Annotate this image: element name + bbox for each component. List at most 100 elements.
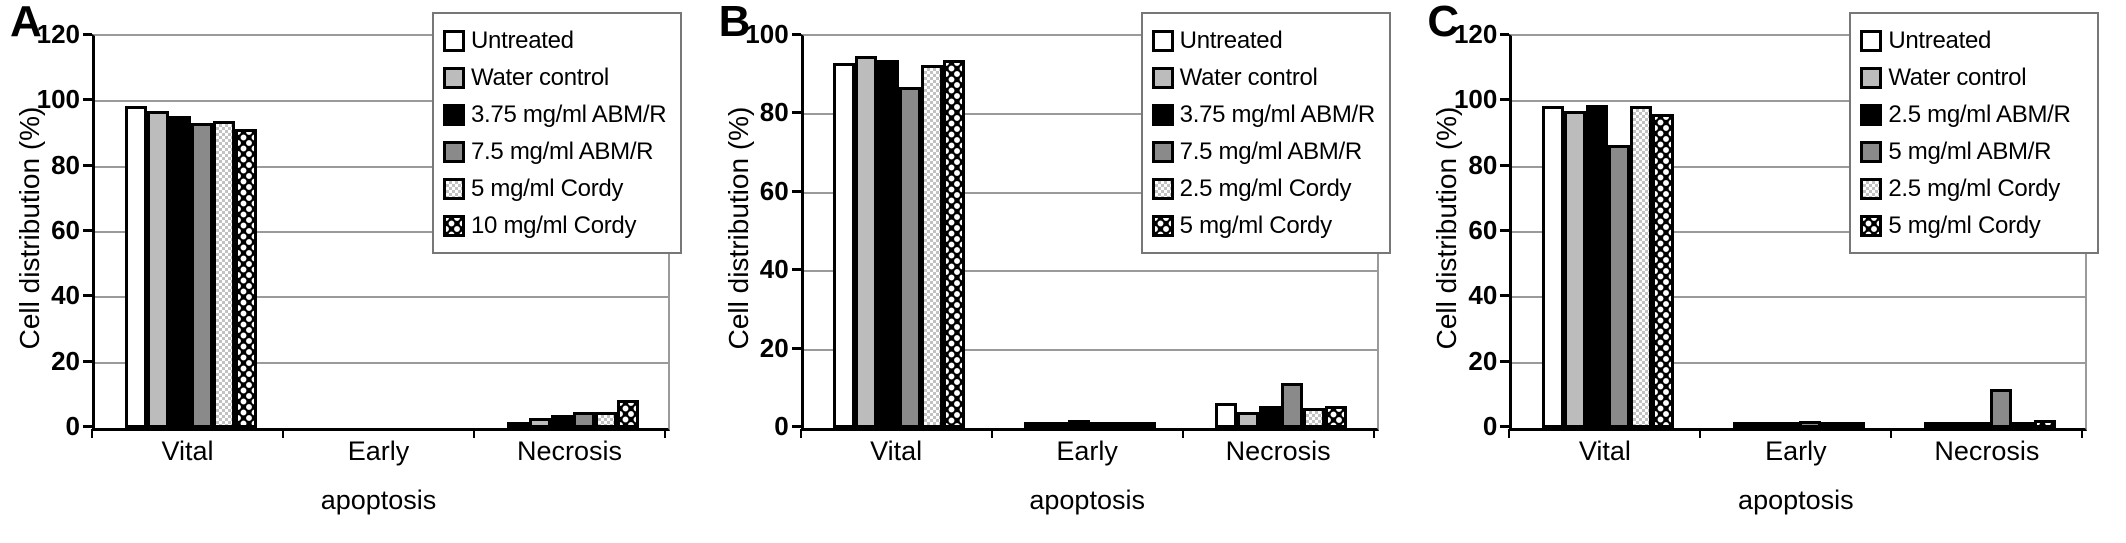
bar-necrosis-series-3 (1281, 382, 1304, 428)
legend-label: Water control (1888, 63, 2027, 91)
bar-necrosis-series-5 (2033, 419, 2056, 428)
bar-necrosis-series-3 (572, 411, 595, 428)
x-category-label: Necrosis (1225, 436, 1331, 466)
x-tick-mark (990, 429, 993, 438)
y-tick-mark (83, 98, 92, 102)
x-tick-mark (2081, 429, 2084, 438)
y-tick-label: 40 (759, 254, 789, 285)
bar-vital-series-3 (899, 86, 922, 428)
legend-item: Untreated (1860, 22, 2093, 59)
legend-item: 5 mg/ml Cordy (443, 170, 676, 207)
bar-vital-series-1 (855, 55, 878, 428)
bar-vital-series-2 (168, 116, 191, 428)
legend-swatch (1860, 29, 1883, 52)
gridline (1512, 100, 2086, 103)
panel-letter: A (10, 0, 42, 46)
y-tick-mark (1500, 163, 1510, 167)
legend-item: 7.5 mg/ml ABM/R (1151, 133, 1385, 170)
y-tick-mark (83, 163, 92, 167)
y-tick-mark (1500, 229, 1510, 232)
bar-vital-series-2 (1585, 104, 1608, 428)
y-tick-mark (83, 425, 92, 428)
x-category-label: Necrosis (1934, 436, 2040, 466)
bar-necrosis-series-1 (1945, 422, 1968, 428)
y-tick-label: 20 (1468, 345, 1498, 376)
y-tick-label: 60 (1468, 215, 1498, 245)
y-tick-label: 20 (759, 332, 789, 363)
x-category-label: Vital (161, 436, 214, 466)
x-category-label: Early (1056, 436, 1118, 466)
legend-label: 10 mg/ml Cordy (471, 211, 637, 239)
legend-label: 5 mg/ml Cordy (1179, 211, 1332, 239)
legend-item: Untreated (1151, 22, 1385, 59)
legend-item: 3.75 mg/ml ABM/R (443, 96, 676, 133)
x-tick-mark (1372, 429, 1375, 438)
bar-necrosis-series-0 (1923, 422, 1946, 428)
x-tick-mark (799, 429, 802, 438)
legend-label: Water control (471, 63, 609, 91)
y-tick-label: 0 (1482, 411, 1498, 441)
legend-swatch (1151, 66, 1174, 89)
y-tick-mark (1500, 98, 1510, 102)
legend-item: Untreated (443, 22, 676, 59)
legend-label: Water control (1179, 63, 1318, 91)
legend-swatch (443, 214, 465, 237)
y-tick-mark (1500, 359, 1510, 363)
panel-c: C Cell distribution (%) 0 20 40 60 80 100 120 Vit… (1417, 0, 2126, 543)
legend-swatch (1151, 140, 1174, 163)
y-tick-mark (791, 346, 801, 350)
bar-vital-series-0 (1541, 106, 1564, 428)
legend-label: 5 mg/ml ABM/R (1888, 137, 2052, 165)
legend: Untreated Water control 2.5 mg/ml ABM/R 5 m… (1849, 12, 2100, 254)
x-tick-mark (1181, 429, 1184, 438)
bar-vital-series-1 (1563, 111, 1586, 428)
y-tick-label: 80 (759, 97, 789, 128)
y-tick-label: 20 (51, 345, 80, 376)
legend-swatch (443, 103, 465, 126)
legend-label: 2.5 mg/ml Cordy (1888, 174, 2060, 202)
y-tick-label: 40 (1468, 280, 1498, 311)
legend-label: Untreated (471, 26, 574, 54)
legend-swatch (1860, 177, 1883, 200)
bar-necrosis-series-5 (1325, 406, 1348, 428)
x-category-label: Early (1765, 436, 1827, 466)
legend-item: 5 mg/ml Cordy (1151, 207, 1385, 244)
bar-necrosis-series-1 (528, 418, 551, 428)
y-tick-mark (1500, 294, 1510, 298)
y-tick-mark (1500, 425, 1510, 428)
gridline (803, 113, 1377, 116)
bar-vital-series-5 (943, 59, 966, 428)
legend-swatch (443, 140, 465, 163)
y-tick-mark (1500, 33, 1510, 36)
bar-vital-series-3 (1607, 145, 1630, 428)
y-tick-mark (791, 268, 801, 272)
legend-item: 7.5 mg/ml ABM/R (443, 133, 676, 170)
panel-b: B Cell distribution (%) 0 20 40 60 80 100 Vital E… (709, 0, 1418, 543)
y-tick-mark (791, 111, 801, 115)
y-tick-mark (791, 189, 801, 193)
gridline (95, 165, 668, 168)
y-tick-label: 100 (36, 84, 80, 115)
x-category-label: Early (347, 436, 410, 466)
legend-item: 2.5 mg/ml Cordy (1151, 170, 1385, 207)
bar-necrosis-series-0 (506, 422, 529, 428)
legend-item: 5 mg/ml Cordy (1860, 207, 2093, 244)
x-tick-mark (91, 429, 93, 438)
legend-swatch (1151, 177, 1174, 200)
legend-swatch (1151, 103, 1174, 126)
x-tick-mark (1699, 429, 1702, 438)
x-category-label: Necrosis (516, 436, 623, 466)
bar-early-series-1 (1754, 422, 1777, 428)
panel-a: A Cell distribution (%) 0 20 40 60 80 100 120 Vit… (0, 0, 709, 543)
gridline (803, 191, 1377, 194)
bar-necrosis-series-4 (594, 411, 617, 428)
x-tick-mark (1890, 429, 1893, 438)
plot-area (800, 34, 1379, 431)
bar-early-series-3 (1798, 421, 1821, 428)
legend-swatch (443, 177, 465, 200)
legend-item: 2.5 mg/ml Cordy (1860, 170, 2093, 207)
legend-label: 5 mg/ml Cordy (471, 174, 624, 202)
bar-necrosis-series-1 (1237, 412, 1260, 428)
bar-necrosis-series-3 (1989, 388, 2012, 428)
